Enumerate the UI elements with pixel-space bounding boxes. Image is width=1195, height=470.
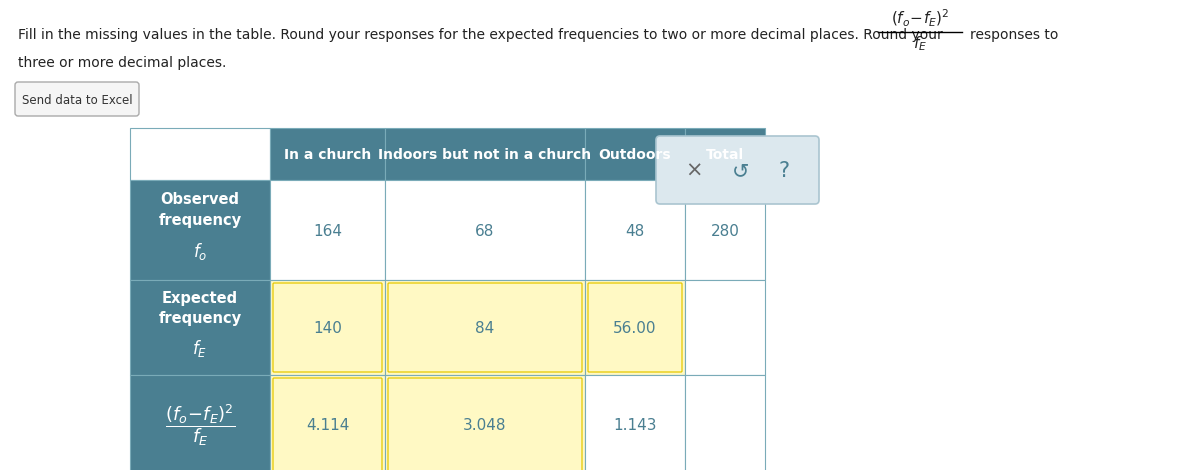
Text: In a church: In a church xyxy=(284,148,372,162)
Text: ×: × xyxy=(686,161,703,181)
Text: responses to: responses to xyxy=(970,28,1059,42)
Text: $(f_o\!-\!f_E)^2$: $(f_o\!-\!f_E)^2$ xyxy=(890,8,949,29)
Text: Send data to Excel: Send data to Excel xyxy=(22,94,133,107)
FancyBboxPatch shape xyxy=(272,283,382,372)
Bar xyxy=(385,128,586,180)
Bar xyxy=(130,280,270,375)
Bar xyxy=(685,375,765,470)
Bar xyxy=(270,375,385,470)
Bar xyxy=(270,280,385,375)
Bar xyxy=(586,280,685,375)
Text: Fill in the missing values in the table. Round your responses for the expected f: Fill in the missing values in the table.… xyxy=(18,28,943,42)
Text: 4.114: 4.114 xyxy=(306,418,349,433)
Text: 1.143: 1.143 xyxy=(613,418,657,433)
Bar xyxy=(385,375,586,470)
Text: 140: 140 xyxy=(313,321,342,336)
Bar xyxy=(586,180,685,280)
Bar xyxy=(685,180,765,280)
Bar xyxy=(130,128,270,180)
FancyBboxPatch shape xyxy=(272,378,382,470)
Bar xyxy=(586,128,685,180)
Bar xyxy=(385,180,586,280)
Text: 280: 280 xyxy=(711,224,740,238)
Text: Expected
frequency: Expected frequency xyxy=(159,290,241,327)
Text: 48: 48 xyxy=(625,224,644,238)
Text: ?: ? xyxy=(778,161,790,181)
Bar xyxy=(385,280,586,375)
Bar xyxy=(130,180,270,280)
Bar xyxy=(270,128,385,180)
Text: $f_E$: $f_E$ xyxy=(913,34,927,53)
Text: $f_E$: $f_E$ xyxy=(192,338,208,359)
Text: 56.00: 56.00 xyxy=(613,321,657,336)
FancyBboxPatch shape xyxy=(388,283,582,372)
Bar xyxy=(130,375,270,470)
Bar xyxy=(270,180,385,280)
FancyBboxPatch shape xyxy=(656,136,819,204)
Text: Outdoors: Outdoors xyxy=(599,148,672,162)
FancyBboxPatch shape xyxy=(16,82,139,116)
FancyBboxPatch shape xyxy=(588,283,682,372)
Text: Total: Total xyxy=(706,148,744,162)
Text: $\dfrac{(f_o\!-\!f_E)^2}{f_E}$: $\dfrac{(f_o\!-\!f_E)^2}{f_E}$ xyxy=(165,402,235,448)
Text: Indoors but not in a church: Indoors but not in a church xyxy=(379,148,592,162)
Text: Observed
frequency: Observed frequency xyxy=(159,192,241,228)
Text: ↺: ↺ xyxy=(731,161,749,181)
Bar xyxy=(685,128,765,180)
Text: 68: 68 xyxy=(476,224,495,238)
Text: three or more decimal places.: three or more decimal places. xyxy=(18,56,226,70)
Text: 164: 164 xyxy=(313,224,342,238)
Text: $f_o$: $f_o$ xyxy=(192,242,207,263)
FancyBboxPatch shape xyxy=(388,378,582,470)
Text: 3.048: 3.048 xyxy=(464,418,507,433)
Text: 84: 84 xyxy=(476,321,495,336)
Bar xyxy=(586,375,685,470)
Bar xyxy=(685,280,765,375)
